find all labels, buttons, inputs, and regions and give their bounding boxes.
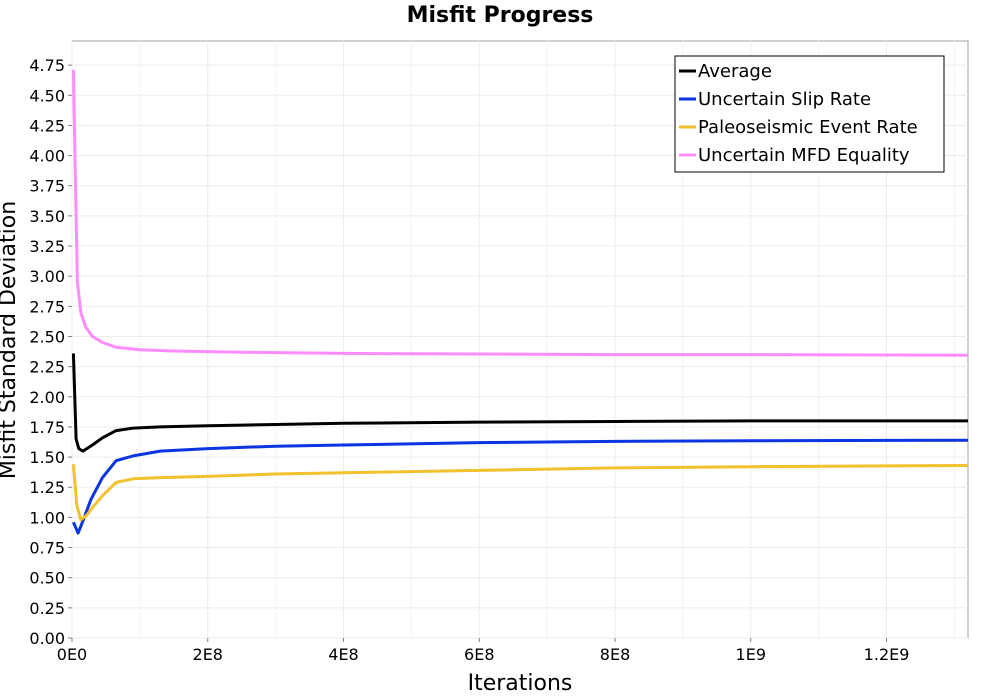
y-tick-label: 3.00 xyxy=(29,267,65,286)
y-tick-label: 1.25 xyxy=(29,478,65,497)
series-line-uncertain-slip-rate xyxy=(72,438,969,535)
x-tick-label: 1.2E9 xyxy=(864,645,910,664)
y-tick-label: 2.75 xyxy=(29,297,65,316)
series-lines xyxy=(71,69,969,535)
gridlines xyxy=(71,41,968,639)
y-axis-title: Misfit Standard Deviation xyxy=(0,201,21,479)
legend-label: Average xyxy=(698,61,772,82)
y-tick-label: 0.50 xyxy=(29,569,65,588)
series-line-average xyxy=(71,353,968,453)
y-tick-label: 3.50 xyxy=(29,207,65,226)
legend-box xyxy=(674,55,945,173)
y-tick-label: 1.00 xyxy=(29,508,65,527)
y-tick-label: 4.25 xyxy=(29,116,65,135)
y-tick-label: 2.25 xyxy=(29,358,65,377)
y-tick-label: 1.50 xyxy=(29,448,65,467)
legend-label: Uncertain MFD Equality xyxy=(698,145,910,166)
x-tick-label: 2E8 xyxy=(193,645,223,664)
x-tick-label: 0E0 xyxy=(57,645,87,664)
y-tick-label: 4.00 xyxy=(29,147,65,166)
legend-label: Paleoseismic Event Rate xyxy=(698,117,918,138)
x-axis: 0E0 2E8 4E8 6E8 8E8 1E9 1.2E9 xyxy=(57,638,910,664)
y-tick-label: 3.75 xyxy=(29,177,65,196)
y-tick-label: 2.50 xyxy=(29,327,65,346)
y-tick-label: 0.00 xyxy=(29,629,65,648)
series-line-uncertain-mfd-equality xyxy=(71,69,969,357)
chart-title: Misfit Progress xyxy=(407,3,594,28)
y-axis: 0.00 0.25 0.50 0.75 1.00 1.25 1.50 1.75 2.00 2.25… xyxy=(29,56,72,648)
x-tick-label: 1E9 xyxy=(736,645,766,664)
x-axis-title: Iterations xyxy=(468,671,573,696)
y-tick-label: 4.50 xyxy=(29,86,65,105)
legend: Average Uncertain Slip Rate Paleoseismic E… xyxy=(674,55,945,173)
x-tick-label: 6E8 xyxy=(464,645,494,664)
series-line-paleoseismic-event-rate xyxy=(71,464,969,522)
y-tick-label: 3.25 xyxy=(29,237,65,256)
y-tick-label: 0.25 xyxy=(29,599,65,618)
x-tick-label: 4E8 xyxy=(328,645,358,664)
x-tick-label: 8E8 xyxy=(600,645,630,664)
y-tick-label: 0.75 xyxy=(29,539,65,558)
y-tick-label: 1.75 xyxy=(29,418,65,437)
y-tick-label: 4.75 xyxy=(29,56,65,75)
legend-label: Uncertain Slip Rate xyxy=(698,89,871,110)
y-tick-label: 2.00 xyxy=(29,388,65,407)
